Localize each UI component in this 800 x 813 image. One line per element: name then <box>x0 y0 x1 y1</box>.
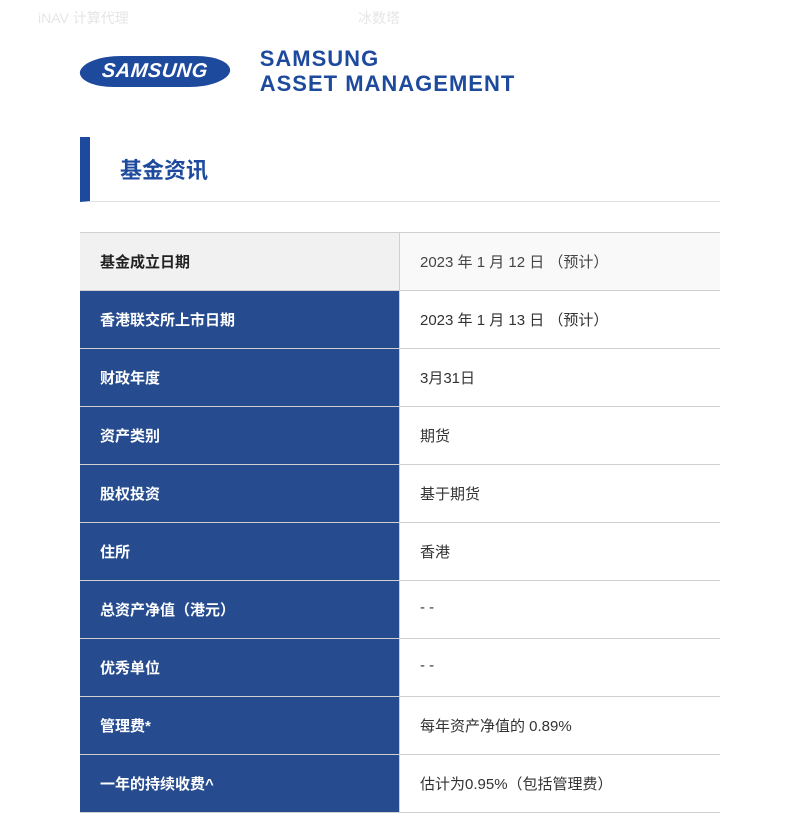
table-row: 香港联交所上市日期2023 年 1 月 13 日 （预计） <box>80 291 720 349</box>
table-header-row: 基金成立日期 2023 年 1 月 12 日 （预计） <box>80 233 720 291</box>
row-label: 优秀单位 <box>80 639 400 696</box>
table-header-value: 2023 年 1 月 12 日 （预计） <box>400 233 720 290</box>
row-value: 2023 年 1 月 13 日 （预计） <box>400 291 720 348</box>
faded-prev-label: iNAV 计算代理 <box>20 0 340 36</box>
section-title-container: 基金资讯 <box>0 117 800 232</box>
row-label: 一年的持续收费^ <box>80 755 400 812</box>
table-row: 管理费*每年资产净值的 0.89% <box>80 697 720 755</box>
row-label: 管理费* <box>80 697 400 754</box>
row-value: 估计为0.95%（包括管理费） <box>400 755 720 812</box>
row-value: 每年资产净值的 0.89% <box>400 697 720 754</box>
row-value: - - <box>400 639 720 696</box>
row-value: 基于期货 <box>400 465 720 522</box>
row-value: 香港 <box>400 523 720 580</box>
table-row: 优秀单位- - <box>80 639 720 697</box>
brand-title: SAMSUNG ASSET MANAGEMENT <box>260 46 516 97</box>
table-row: 资产类别期货 <box>80 407 720 465</box>
faded-prev-value: 冰数塔 <box>340 0 780 36</box>
fund-info-table: 基金成立日期 2023 年 1 月 12 日 （预计） 香港联交所上市日期202… <box>80 232 720 813</box>
row-label: 总资产净值（港元） <box>80 581 400 638</box>
row-label: 住所 <box>80 523 400 580</box>
row-label: 资产类别 <box>80 407 400 464</box>
samsung-logo-text: SAMSUNG <box>101 60 209 83</box>
row-value: 期货 <box>400 407 720 464</box>
row-value: 3月31日 <box>400 349 720 406</box>
row-label: 财政年度 <box>80 349 400 406</box>
table-row: 总资产净值（港元）- - <box>80 581 720 639</box>
row-value: - - <box>400 581 720 638</box>
table-row: 财政年度3月31日 <box>80 349 720 407</box>
table-row: 一年的持续收费^估计为0.95%（包括管理费） <box>80 755 720 813</box>
row-label: 香港联交所上市日期 <box>80 291 400 348</box>
brand-header: SAMSUNG SAMSUNG ASSET MANAGEMENT <box>0 36 800 117</box>
brand-title-line1: SAMSUNG <box>260 46 516 71</box>
faded-prev-row: iNAV 计算代理 冰数塔 <box>0 0 800 36</box>
table-row: 住所香港 <box>80 523 720 581</box>
row-label: 股权投资 <box>80 465 400 522</box>
section-title: 基金资讯 <box>80 137 720 202</box>
brand-title-line2: ASSET MANAGEMENT <box>260 71 516 96</box>
table-header-label: 基金成立日期 <box>80 233 400 290</box>
table-row: 股权投资基于期货 <box>80 465 720 523</box>
samsung-logo: SAMSUNG <box>77 56 233 87</box>
